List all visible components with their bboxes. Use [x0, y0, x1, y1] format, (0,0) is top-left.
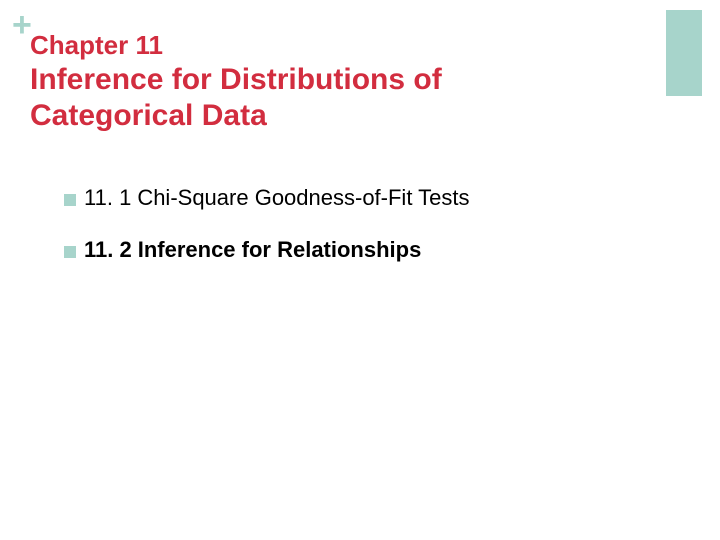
item-number: 11. 1 — [84, 185, 131, 211]
plus-icon: + — [12, 8, 32, 42]
square-bullet-icon — [64, 194, 76, 206]
chapter-label: Chapter 11 — [30, 30, 163, 61]
items-list: 11. 1 Chi-Square Goodness-of-Fit Tests 1… — [64, 185, 470, 289]
title-line-2: Categorical Data — [30, 99, 267, 132]
list-item: 11. 2 Inference for Relationships — [64, 237, 470, 263]
item-number: 11. 2 — [84, 237, 132, 263]
list-item: 11. 1 Chi-Square Goodness-of-Fit Tests — [64, 185, 470, 211]
accent-bar — [666, 10, 702, 96]
item-label: Chi-Square Goodness-of-Fit Tests — [137, 185, 469, 211]
slide-title: Inference for Distributions of Categoric… — [30, 62, 442, 134]
slide: + Chapter 11 Inference for Distributions… — [0, 0, 720, 540]
square-bullet-icon — [64, 246, 76, 258]
title-line-1: Inference for Distributions of — [30, 63, 442, 96]
item-label: Inference for Relationships — [138, 237, 422, 263]
